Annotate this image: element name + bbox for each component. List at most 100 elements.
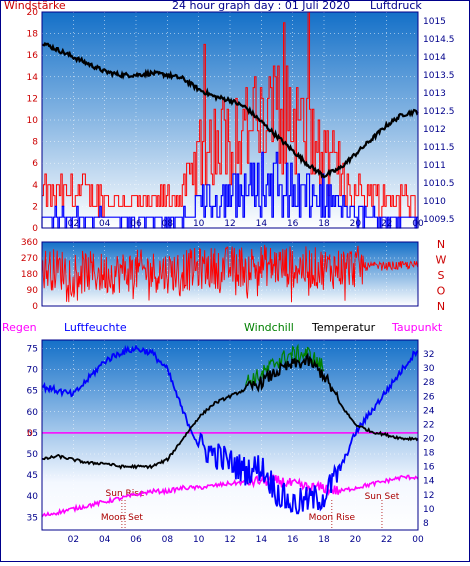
compass-label: S (438, 269, 445, 282)
x-tick-label: 14 (256, 535, 268, 545)
y-tick-label: 20 (423, 435, 435, 445)
y-tick-label: 6 (32, 159, 38, 169)
x-tick-label: 08 (162, 535, 174, 545)
x-tick-label: 20 (350, 535, 362, 545)
temperature-line (41, 352, 419, 470)
y-tick-label: 65 (27, 387, 38, 397)
legend-rain: Regen (2, 321, 37, 334)
y-tick-label: 35 (27, 513, 38, 523)
y-tick-label: 40 (27, 492, 39, 502)
temp-x-axis-ticks: 02 04 06 08 10 12 14 16 18 20 22 00 (68, 535, 424, 545)
x-tick-label: 12 (224, 219, 235, 229)
compass-label: N (437, 300, 445, 313)
y-tick-label: 1010.5 (423, 179, 455, 189)
y-tick-label: 18 (423, 449, 435, 459)
compass-label: N (437, 238, 445, 251)
x-tick-label: 16 (287, 535, 299, 545)
y-tick-label: 28 (423, 378, 435, 388)
y-tick-label: 360 (21, 238, 38, 248)
x-tick-label: 18 (318, 535, 330, 545)
y-tick-label: 2 (32, 202, 38, 212)
legend-humidity: Luftfeuchte (64, 321, 127, 334)
x-tick-label: 10 (193, 535, 205, 545)
wind-average-series (41, 151, 419, 229)
y-tick-label: 1013 (423, 89, 446, 99)
y-tick-label: 1011 (423, 161, 446, 171)
y-tick-label: 4 (32, 181, 38, 191)
wind-x-axis-ticks: 02 04 06 08 10 12 14 16 18 20 22 00 (68, 219, 424, 229)
event-label: Moon Rise (309, 513, 356, 523)
x-tick-label: 00 (412, 219, 424, 229)
y-tick-label: 1011.5 (423, 143, 455, 153)
rain-axis-label: 0 (27, 429, 33, 439)
y-tick-label: 75 (27, 344, 38, 354)
x-tick-label: 22 (381, 535, 392, 545)
x-tick-label: 22 (381, 219, 392, 229)
x-tick-label: 20 (350, 219, 362, 229)
y-tick-label: 18 (27, 30, 39, 40)
direction-panel-frame (41, 241, 419, 307)
y-tick-label: 60 (27, 408, 39, 418)
y-tick-label: 270 (21, 254, 38, 264)
y-tick-label: 180 (21, 270, 38, 280)
compass-label: W (436, 254, 447, 267)
x-tick-label: 04 (99, 219, 111, 229)
y-tick-label: 0 (32, 224, 38, 234)
event-label: Moon Set (101, 513, 144, 523)
y-tick-label: 8 (423, 519, 429, 529)
direction-y-axis-ticks: 0 90 180 270 360 (21, 238, 38, 312)
wind-average-path (41, 151, 419, 229)
y-tick-label: 1014 (423, 53, 446, 63)
y-tick-label: 16 (27, 51, 39, 61)
y-tick-label: 45 (27, 471, 38, 481)
chart-title: 24 hour graph day : 01 Juli 2020 (172, 0, 350, 12)
y-tick-label: 70 (27, 366, 39, 376)
y-tick-label: 90 (27, 286, 39, 296)
wind-y-axis-ticks: 0 2 4 6 8 10 12 14 16 18 20 (27, 8, 39, 234)
y-tick-label: 8 (32, 138, 38, 148)
x-tick-label: 02 (68, 535, 79, 545)
x-tick-label: 00 (412, 535, 424, 545)
x-tick-label: 12 (224, 535, 235, 545)
y-tick-label: 14 (423, 477, 435, 487)
astronomy-events: Moon Set Sun Rise Moon Rise Sun Set (101, 489, 400, 530)
y-tick-label: 1009.5 (423, 215, 455, 225)
event-label: Sun Rise (106, 489, 145, 499)
wind-direction-line (41, 244, 419, 303)
pressure-y-axis-ticks: 1009.5 1010 1010.5 1011 1011.5 1012 1012.5 1013… (423, 17, 455, 225)
y-tick-label: 26 (423, 392, 435, 402)
x-tick-label: 02 (68, 219, 79, 229)
y-tick-label: 24 (423, 406, 435, 416)
temp-panel-frame (41, 339, 419, 531)
y-tick-label: 22 (423, 420, 434, 430)
x-tick-label: 08 (162, 219, 174, 229)
y-tick-label: 20 (27, 8, 39, 18)
y-tick-label: 32 (423, 350, 434, 360)
x-tick-label: 04 (99, 535, 111, 545)
y-tick-label: 12 (27, 94, 38, 104)
y-tick-label: 12 (423, 491, 434, 501)
event-label: Sun Set (365, 492, 400, 502)
x-tick-label: 14 (256, 219, 268, 229)
y-tick-label: 10 (423, 505, 435, 515)
legend-dewpoint: Taupunkt (391, 321, 443, 334)
wind-panel-frame (41, 11, 419, 229)
y-tick-label: 30 (423, 364, 435, 374)
compass-label: O (437, 285, 446, 298)
temperature-y-axis-ticks: 8 10 12 14 16 18 20 22 24 26 28 30 32 (423, 350, 435, 529)
y-tick-label: 1010 (423, 197, 446, 207)
humidity-line (41, 344, 419, 515)
legend-windchill: Windchill (244, 321, 294, 334)
y-tick-label: 1013.5 (423, 71, 455, 81)
x-tick-label: 10 (193, 219, 205, 229)
y-tick-label: 55 (27, 429, 38, 439)
humidity-y-axis-ticks: 35 40 45 50 55 60 65 70 75 (27, 344, 39, 523)
dewpoint-line (41, 474, 419, 518)
y-tick-label: 1012.5 (423, 107, 455, 117)
legend-temperature: Temperatur (311, 321, 376, 334)
x-tick-label: 06 (130, 535, 142, 545)
y-tick-label: 14 (27, 73, 39, 83)
pressure-label: Luftdruck (370, 0, 422, 12)
